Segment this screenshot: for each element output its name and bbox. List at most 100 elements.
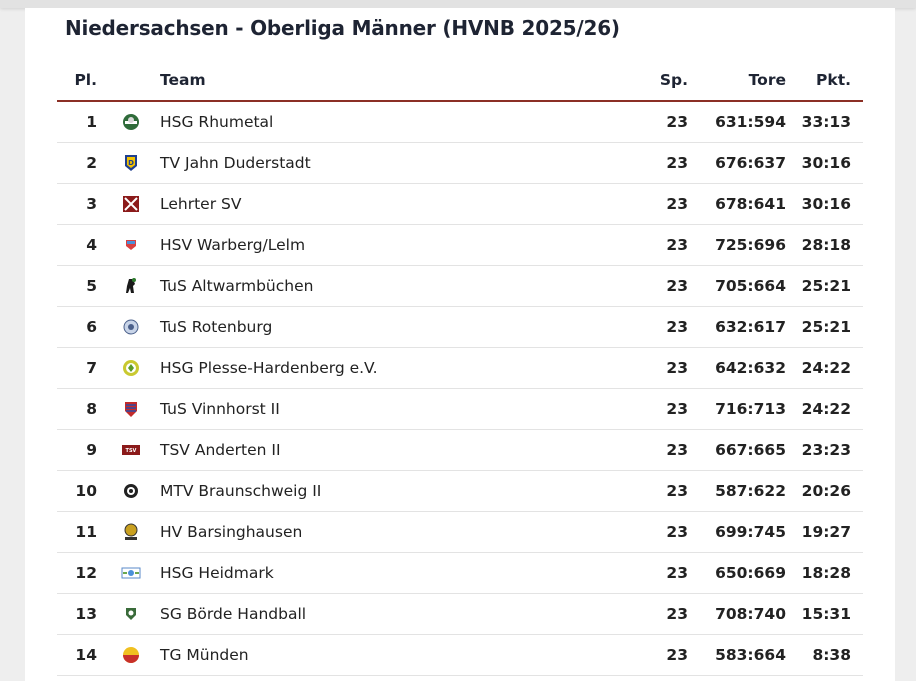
team-logo-cell [107,307,155,348]
points-cell: 19:27 [786,512,863,553]
place-cell: 13 [57,594,107,635]
team-logo-cell [107,225,155,266]
team-cell: TuS Rotenburg [155,307,608,348]
page-title: Niedersachsen - Oberliga Männer (HVNB 20… [65,16,620,40]
goals-cell: 708:740 [702,594,786,635]
team-cell: TG Münden [155,635,608,676]
team-name-link[interactable]: HSG Rhumetal [160,113,273,131]
games-cell: 23 [608,101,702,143]
team-logo-cell [107,389,155,430]
team-cell: Lehrter SV [155,184,608,225]
place-cell: 1 [57,101,107,143]
table-row[interactable]: 10 MTV Braunschweig II 23 587:622 20:26 [57,471,863,512]
team-name-link[interactable]: TV Jahn Duderstadt [160,154,311,172]
table-row[interactable]: 11 HV Barsinghausen 23 699:745 19:27 [57,512,863,553]
team-cell: TV Jahn Duderstadt [155,143,608,184]
standings-card: Niedersachsen - Oberliga Männer (HVNB 20… [25,8,895,681]
place-cell: 2 [57,143,107,184]
team-name-link[interactable]: Lehrter SV [160,195,241,213]
table-row[interactable]: 3 Lehrter SV 23 678:641 30:16 [57,184,863,225]
team-logo-cell: D [107,143,155,184]
team-logo-cell [107,635,155,676]
table-row[interactable]: 13 SG Börde Handball 23 708:740 15:31 [57,594,863,635]
team-cell: MTV Braunschweig II [155,471,608,512]
team-name-link[interactable]: TuS Vinnhorst II [160,400,280,418]
team-cell: HSG Heidmark [155,553,608,594]
team-name-link[interactable]: TG Münden [160,646,249,664]
column-header-points: Pkt. [786,60,863,101]
team-logo-cell [107,184,155,225]
table-row[interactable]: 4 HSV Warberg/Lelm 23 725:696 28:18 [57,225,863,266]
team-name-link[interactable]: TuS Altwarmbüchen [160,277,313,295]
goals-cell: 642:632 [702,348,786,389]
games-cell: 23 [608,348,702,389]
team-cell: TuS Altwarmbüchen [155,266,608,307]
sg-boerde-handball-logo-icon [121,604,141,624]
team-name-link[interactable]: HSG Heidmark [160,564,274,582]
points-cell: 33:13 [786,101,863,143]
games-cell: 23 [608,143,702,184]
team-name-link[interactable]: HV Barsinghausen [160,523,302,541]
team-logo-cell [107,553,155,594]
points-cell: 18:28 [786,553,863,594]
team-name-link[interactable]: MTV Braunschweig II [160,482,321,500]
table-row[interactable]: 9 TSV TSV Anderten II 23 667:665 23:23 [57,430,863,471]
table-row[interactable]: 7 HSG Plesse-Hardenberg e.V. 23 642:632 24:2… [57,348,863,389]
games-cell: 23 [608,389,702,430]
games-cell: 23 [608,512,702,553]
column-header-place: Pl. [57,60,107,101]
column-header-goals: Tore [702,60,786,101]
points-cell: 15:31 [786,594,863,635]
team-logo-cell [107,471,155,512]
hsg-rhumetal-logo-icon [121,112,141,132]
column-header-games: Sp. [608,60,702,101]
team-name-link[interactable]: HSG Plesse-Hardenberg e.V. [160,359,378,377]
tus-vinnhorst-logo-icon [121,399,141,419]
team-cell: HV Barsinghausen [155,512,608,553]
team-cell: TSV Anderten II [155,430,608,471]
games-cell: 23 [608,266,702,307]
games-cell: 23 [608,635,702,676]
team-name-link[interactable]: TSV Anderten II [160,441,281,459]
place-cell: 10 [57,471,107,512]
table-row[interactable]: 2 D TV Jahn Duderstadt 23 676:637 30:16 [57,143,863,184]
points-cell: 23:23 [786,430,863,471]
place-cell: 7 [57,348,107,389]
table-row[interactable]: 12 HSG Heidmark 23 650:669 18:28 [57,553,863,594]
table-row[interactable]: 14 TG Münden 23 583:664 8:38 [57,635,863,676]
place-cell: 12 [57,553,107,594]
place-cell: 8 [57,389,107,430]
table-row[interactable]: 6 TuS Rotenburg 23 632:617 25:21 [57,307,863,348]
points-cell: 30:16 [786,143,863,184]
goals-cell: 650:669 [702,553,786,594]
games-cell: 23 [608,471,702,512]
team-cell: HSG Plesse-Hardenberg e.V. [155,348,608,389]
place-cell: 9 [57,430,107,471]
goals-cell: 632:617 [702,307,786,348]
team-logo-cell [107,594,155,635]
goals-cell: 678:641 [702,184,786,225]
team-cell: HSV Warberg/Lelm [155,225,608,266]
team-name-link[interactable]: HSV Warberg/Lelm [160,236,305,254]
team-cell: SG Börde Handball [155,594,608,635]
table-row[interactable]: 1 HSG Rhumetal 23 631:594 33:13 [57,101,863,143]
table-header-row: Pl. Team Sp. Tore Pkt. [57,60,863,101]
team-cell: HSG Rhumetal [155,101,608,143]
points-cell: 24:22 [786,348,863,389]
team-name-link[interactable]: SG Börde Handball [160,605,306,623]
hsv-warberg-lelm-logo-icon [121,235,141,255]
team-name-link[interactable]: TuS Rotenburg [160,318,272,336]
tv-jahn-duderstadt-logo-icon: D [121,153,141,173]
table-row[interactable]: 8 TuS Vinnhorst II 23 716:713 24:22 [57,389,863,430]
goals-cell: 705:664 [702,266,786,307]
team-cell: TuS Vinnhorst II [155,389,608,430]
tg-muenden-logo-icon [121,645,141,665]
goals-cell: 587:622 [702,471,786,512]
table-row[interactable]: 5 TuS Altwarmbüchen 23 705:664 25:21 [57,266,863,307]
column-header-team: Team [155,60,608,101]
tsv-anderten-logo-icon: TSV [121,440,141,460]
goals-cell: 583:664 [702,635,786,676]
team-logo-cell: TSV [107,430,155,471]
lehrter-sv-logo-icon [121,194,141,214]
svg-text:TSV: TSV [126,448,137,454]
